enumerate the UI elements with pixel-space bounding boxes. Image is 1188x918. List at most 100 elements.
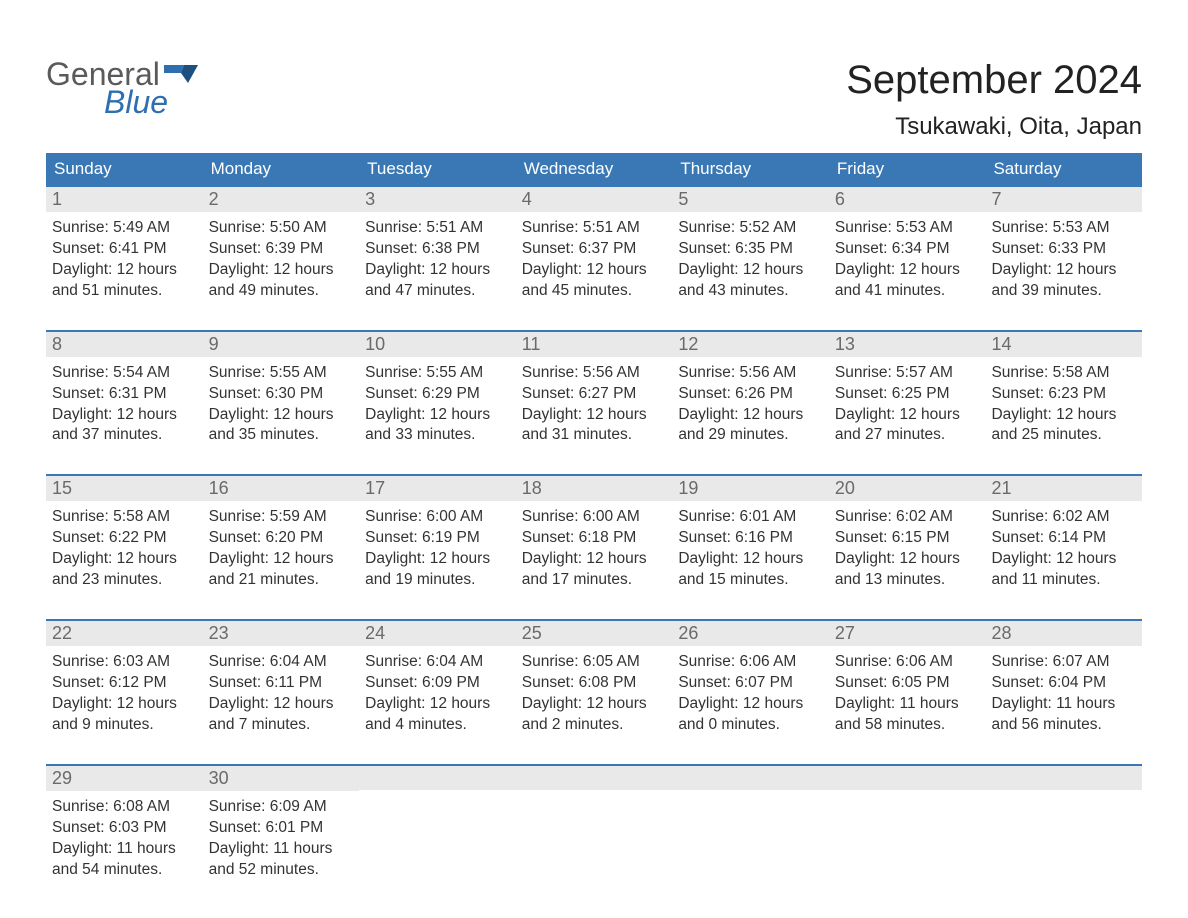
calendar: SundayMondayTuesdayWednesdayThursdayFrid… [46,153,1142,908]
weekday-thursday: Thursday [672,153,829,185]
day-number: 7 [991,189,1001,209]
day-details: Sunrise: 6:06 AMSunset: 6:05 PMDaylight:… [829,646,986,736]
empty-day-cell [359,764,516,909]
sunset-line: Sunset: 6:34 PM [835,239,980,260]
sunset-line: Sunset: 6:33 PM [991,239,1136,260]
sunrise-line: Sunrise: 5:55 AM [365,363,510,384]
daylight-line-1: Daylight: 12 hours [678,405,823,426]
day-number: 20 [835,478,855,498]
sunrise-line: Sunrise: 5:53 AM [835,218,980,239]
sunrise-line: Sunrise: 6:00 AM [522,507,667,528]
day-number: 25 [522,623,542,643]
daylight-line-1: Daylight: 12 hours [365,260,510,281]
daylight-line-1: Daylight: 12 hours [678,694,823,715]
weekday-sunday: Sunday [46,153,203,185]
empty-day-cell [516,764,673,909]
daylight-line-2: and 33 minutes. [365,425,510,446]
day-cell: 28Sunrise: 6:07 AMSunset: 6:04 PMDayligh… [985,619,1142,764]
daylight-line-2: and 19 minutes. [365,570,510,591]
daylight-line-2: and 54 minutes. [52,860,197,881]
day-cell: 21 Sunrise: 6:02 AMSunset: 6:14 PMDayligh… [985,474,1142,619]
daylight-line-2: and 4 minutes. [365,715,510,736]
day-number: 10 [365,334,385,354]
sunrise-line: Sunrise: 6:02 AM [991,507,1136,528]
day-number: 21 [991,478,1011,498]
day-number: 9 [209,334,219,354]
sunrise-line: Sunrise: 6:08 AM [52,797,197,818]
week-row: 8 Sunrise: 5:54 AMSunset: 6:31 PM Daylight… [46,330,1142,475]
day-details: Sunrise: 5:58 AMSunset: 6:22 PMDaylight:… [46,501,203,591]
daylight-line-1: Daylight: 11 hours [52,839,197,860]
daylight-line-1: Daylight: 12 hours [52,694,197,715]
day-cell: 19Sunrise: 6:01 AMSunset: 6:16 PMDayligh… [672,474,829,619]
weekday-header-row: SundayMondayTuesdayWednesdayThursdayFrid… [46,153,1142,185]
daylight-line-2: and 45 minutes. [522,281,667,302]
day-cell: 4Sunrise: 5:51 AMSunset: 6:37 PMDaylight… [516,185,673,330]
sunset-line: Sunset: 6:31 PM [52,384,197,405]
logo-flag-icon [164,61,198,87]
location: Tsukawaki, Oita, Japan [846,113,1142,141]
weekday-saturday: Saturday [985,153,1142,185]
sunset-line: Sunset: 6:19 PM [365,528,510,549]
sunset-line: Sunset: 6:03 PM [52,818,197,839]
sunrise-line: Sunrise: 5:53 AM [991,218,1136,239]
daylight-line-2: and 47 minutes. [365,281,510,302]
sunrise-line: Sunrise: 5:59 AM [209,507,354,528]
day-number: 28 [991,623,1011,643]
day-cell: 17Sunrise: 6:00 AMSunset: 6:19 PMDayligh… [359,474,516,619]
sunrise-line: Sunrise: 5:57 AM [835,363,980,384]
day-details: Sunrise: 5:51 AMSunset: 6:38 PMDaylight:… [359,212,516,302]
daylight-line-2: and 43 minutes. [678,281,823,302]
day-details: Sunrise: 5:52 AMSunset: 6:35 PMDaylight:… [672,212,829,302]
day-number: 14 [991,334,1011,354]
sunrise-line: Sunrise: 5:49 AM [52,218,197,239]
sunset-line: Sunset: 6:25 PM [835,384,980,405]
daylight-line-1: Daylight: 12 hours [991,549,1136,570]
day-details: Sunrise: 6:02 AMSunset: 6:14 PMDaylight:… [985,501,1142,591]
header: General Blue September 2024 Tsukawaki, O… [46,58,1142,141]
sunrise-line: Sunrise: 5:54 AM [52,363,197,384]
day-cell: 26Sunrise: 6:06 AMSunset: 6:07 PMDayligh… [672,619,829,764]
sunset-line: Sunset: 6:09 PM [365,673,510,694]
daylight-line-2: and 58 minutes. [835,715,980,736]
weekday-wednesday: Wednesday [516,153,673,185]
logo-text-blue: Blue [104,86,198,118]
sunrise-line: Sunrise: 5:56 AM [678,363,823,384]
day-details: Sunrise: 5:59 AMSunset: 6:20 PMDaylight:… [203,501,360,591]
daylight-line-1: Daylight: 12 hours [365,694,510,715]
sunset-line: Sunset: 6:27 PM [522,384,667,405]
daylight-line-1: Daylight: 12 hours [678,260,823,281]
daylight-line-2: and 31 minutes. [522,425,667,446]
daylight-line-1: Daylight: 12 hours [522,260,667,281]
day-details: Sunrise: 5:50 AMSunset: 6:39 PMDaylight:… [203,212,360,302]
day-number: 6 [835,189,845,209]
week-row: 1Sunrise: 5:49 AMSunset: 6:41 PMDaylight… [46,185,1142,330]
day-details: Sunrise: 5:53 AMSunset: 6:33 PMDaylight:… [985,212,1142,302]
daylight-line-1: Daylight: 12 hours [209,260,354,281]
sunrise-line: Sunrise: 5:52 AM [678,218,823,239]
day-cell: 24Sunrise: 6:04 AMSunset: 6:09 PMDayligh… [359,619,516,764]
sunset-line: Sunset: 6:15 PM [835,528,980,549]
daylight-line-2: and 56 minutes. [991,715,1136,736]
day-cell: 11Sunrise: 5:56 AMSunset: 6:27 PMDayligh… [516,330,673,475]
daylight-line-1: Daylight: 12 hours [365,405,510,426]
day-cell: 7 Sunrise: 5:53 AMSunset: 6:33 PMDaylight… [985,185,1142,330]
daylight-line-2: and 21 minutes. [209,570,354,591]
day-number: 29 [52,768,72,788]
day-number: 27 [835,623,855,643]
weekday-tuesday: Tuesday [359,153,516,185]
day-cell: 9 Sunrise: 5:55 AMSunset: 6:30 PMDaylight… [203,330,360,475]
sunset-line: Sunset: 6:08 PM [522,673,667,694]
sunset-line: Sunset: 6:01 PM [209,818,354,839]
day-details: Sunrise: 5:55 AMSunset: 6:30 PMDaylight:… [203,357,360,447]
day-cell: 6Sunrise: 5:53 AMSunset: 6:34 PMDaylight… [829,185,986,330]
day-cell: 30Sunrise: 6:09 AMSunset: 6:01 PMDayligh… [203,764,360,909]
day-number: 8 [52,334,62,354]
daylight-line-1: Daylight: 12 hours [522,405,667,426]
daylight-line-1: Daylight: 12 hours [991,405,1136,426]
day-number: 5 [678,189,688,209]
day-cell: 20Sunrise: 6:02 AMSunset: 6:15 PMDayligh… [829,474,986,619]
sunset-line: Sunset: 6:29 PM [365,384,510,405]
day-number: 18 [522,478,542,498]
day-cell: 12Sunrise: 5:56 AMSunset: 6:26 PMDayligh… [672,330,829,475]
